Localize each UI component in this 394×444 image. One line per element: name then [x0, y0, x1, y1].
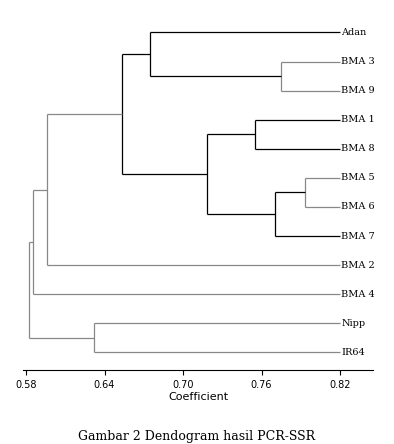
- Text: BMA 2: BMA 2: [341, 261, 375, 270]
- Text: BMA 1: BMA 1: [341, 115, 375, 124]
- Text: BMA 9: BMA 9: [341, 86, 375, 95]
- Text: BMA 5: BMA 5: [341, 174, 375, 182]
- Text: Gambar 2 Dendogram hasil PCR-SSR: Gambar 2 Dendogram hasil PCR-SSR: [78, 429, 316, 443]
- Text: BMA 4: BMA 4: [341, 290, 375, 299]
- Text: IR64: IR64: [341, 348, 365, 357]
- Text: BMA 6: BMA 6: [341, 202, 375, 211]
- Text: BMA 8: BMA 8: [341, 144, 375, 153]
- Text: BMA 3: BMA 3: [341, 57, 375, 66]
- X-axis label: Coefficient: Coefficient: [168, 392, 228, 402]
- Text: Nipp: Nipp: [341, 319, 365, 328]
- Text: Adan: Adan: [341, 28, 366, 37]
- Text: BMA 7: BMA 7: [341, 232, 375, 241]
